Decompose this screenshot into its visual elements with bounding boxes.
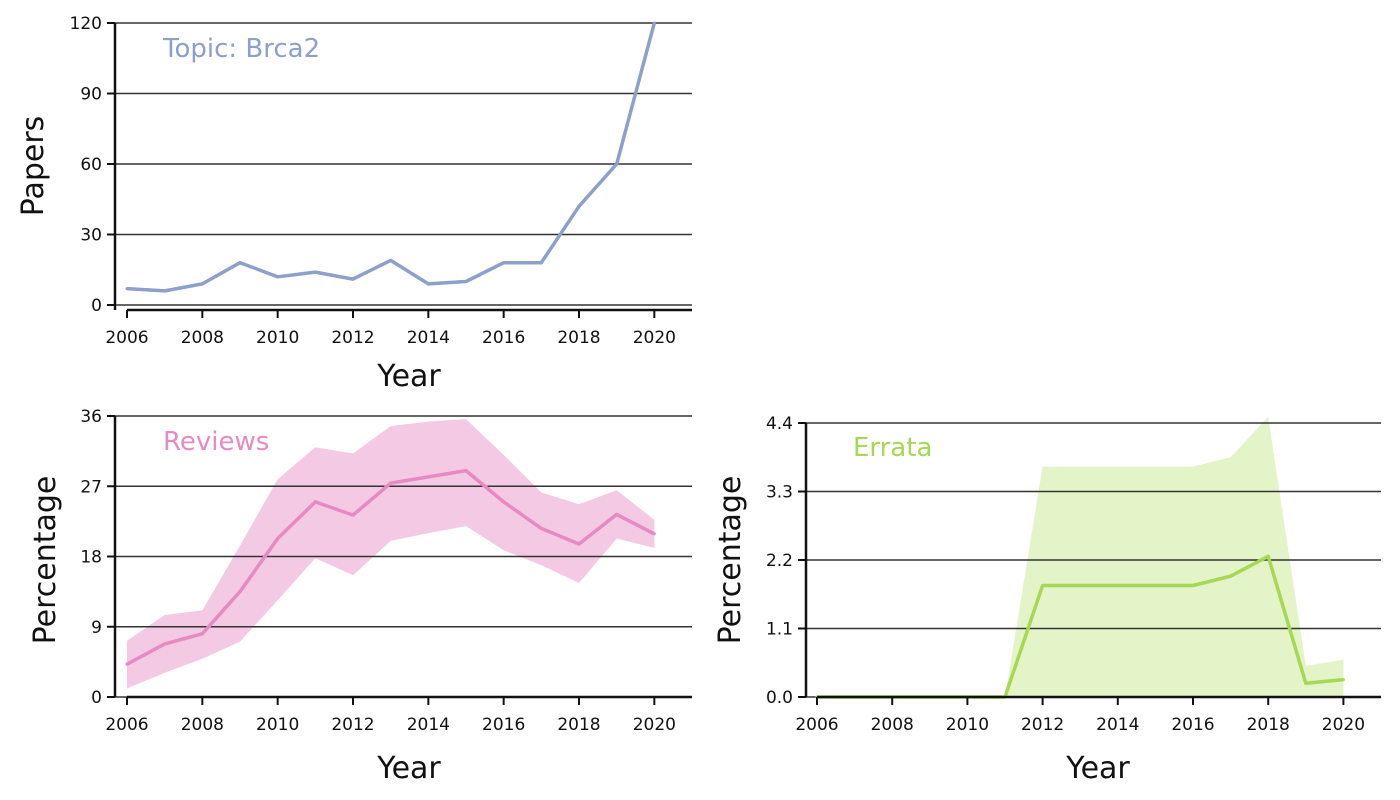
data-point <box>276 537 280 540</box>
x-tick-label: 2008 <box>871 715 914 735</box>
x-tick-label: 2018 <box>1247 715 1290 735</box>
panel-label: Errata <box>853 433 932 463</box>
data-point <box>652 21 656 25</box>
x-tick-label: 2018 <box>557 328 600 348</box>
x-tick-label: 2006 <box>105 715 148 735</box>
y-tick-label: 0.0 <box>766 688 793 708</box>
data-point <box>1191 584 1195 587</box>
data-point <box>238 590 242 594</box>
y-tick-label: 2.2 <box>766 551 793 571</box>
x-tick-label: 2016 <box>482 715 525 735</box>
data-point <box>276 275 280 279</box>
x-tick-label: 2014 <box>407 328 450 348</box>
data-point <box>464 280 468 283</box>
y-tick-label: 0 <box>91 296 102 316</box>
x-tick-label: 2014 <box>407 715 450 735</box>
data-point <box>313 270 317 274</box>
x-tick-label: 2006 <box>795 715 838 735</box>
data-point <box>351 513 355 517</box>
data-point <box>200 632 204 636</box>
data-point <box>1041 584 1045 587</box>
data-point <box>125 287 129 291</box>
panel-label: Reviews <box>163 427 269 457</box>
y-tick-label: 27 <box>80 477 102 497</box>
x-tick-label: 2016 <box>1171 715 1214 735</box>
x-tick-label: 2020 <box>633 715 676 735</box>
data-point <box>502 261 506 265</box>
x-tick-label: 2016 <box>482 328 525 348</box>
y-tick-label: 30 <box>80 226 102 246</box>
x-axis-title: Year <box>376 751 441 786</box>
panel-reviews: 0 9 18 27 36 2006 2008 2010 2012 2014 2016 2018 2020… <box>28 407 692 786</box>
data-point <box>539 526 543 530</box>
confidence-band <box>817 416 1344 697</box>
x-tick-label: 2020 <box>633 328 676 348</box>
x-tick-label: 2006 <box>105 328 148 348</box>
x-tick-label: 2008 <box>181 715 224 735</box>
y-tick-label: 4.4 <box>766 414 793 434</box>
panel-papers: 0 30 60 90 120 2006 2008 2010 2012 2014 2016 2018 20… <box>16 14 692 394</box>
data-point <box>163 642 167 646</box>
data-point <box>389 258 393 262</box>
y-tick-label: 3.3 <box>766 483 793 503</box>
x-tick-label: 2014 <box>1096 715 1139 735</box>
panel-errata: 0.0 1.1 2.2 3.3 4.4 2006 2008 2010 2012 2014 2016 2… <box>713 414 1381 786</box>
data-point <box>502 500 506 504</box>
x-tick-label: 2012 <box>1021 715 1064 735</box>
data-point <box>238 261 242 265</box>
data-point <box>577 542 581 546</box>
x-axis-title: Year <box>1065 751 1130 786</box>
y-tick-label: 1.1 <box>766 620 793 640</box>
y-tick-label: 60 <box>80 155 102 175</box>
y-axis-title: Papers <box>16 116 51 217</box>
y-tick-label: 9 <box>91 618 102 638</box>
data-point <box>615 162 619 166</box>
x-tick-label: 2010 <box>946 715 989 735</box>
data-point <box>125 662 129 666</box>
data-point <box>426 282 430 286</box>
data-point <box>200 282 204 286</box>
y-tick-label: 0 <box>91 688 102 708</box>
data-point <box>539 261 543 265</box>
x-tick-label: 2008 <box>181 328 224 348</box>
data-point <box>1116 584 1120 587</box>
data-point <box>615 512 619 516</box>
x-tick-label: 2010 <box>256 715 299 735</box>
y-tick-label: 90 <box>80 85 102 105</box>
y-axis-title: Percentage <box>713 476 748 645</box>
data-point <box>652 532 656 536</box>
x-tick-label: 2012 <box>331 715 374 735</box>
data-point <box>464 469 468 473</box>
data-point <box>313 500 317 504</box>
x-tick-label: 2018 <box>557 715 600 735</box>
data-point <box>389 481 393 485</box>
panel-label: Topic: Brca2 <box>162 34 320 64</box>
data-point <box>1266 554 1270 558</box>
data-point <box>577 204 581 208</box>
y-tick-label: 120 <box>70 14 102 34</box>
confidence-band <box>127 419 655 689</box>
data-point <box>1304 681 1308 685</box>
data-point <box>351 277 355 281</box>
data-point <box>1153 584 1157 587</box>
y-tick-label: 36 <box>80 407 102 427</box>
y-tick-label: 18 <box>80 548 102 568</box>
data-point <box>1341 678 1345 682</box>
x-tick-label: 2020 <box>1322 715 1365 735</box>
y-axis-title: Percentage <box>28 476 63 645</box>
x-tick-label: 2010 <box>256 328 299 348</box>
data-point <box>1229 574 1233 578</box>
x-tick-label: 2012 <box>331 328 374 348</box>
data-point <box>163 289 167 293</box>
data-point <box>1078 584 1082 587</box>
data-point <box>426 475 430 479</box>
x-axis-title: Year <box>376 359 441 394</box>
